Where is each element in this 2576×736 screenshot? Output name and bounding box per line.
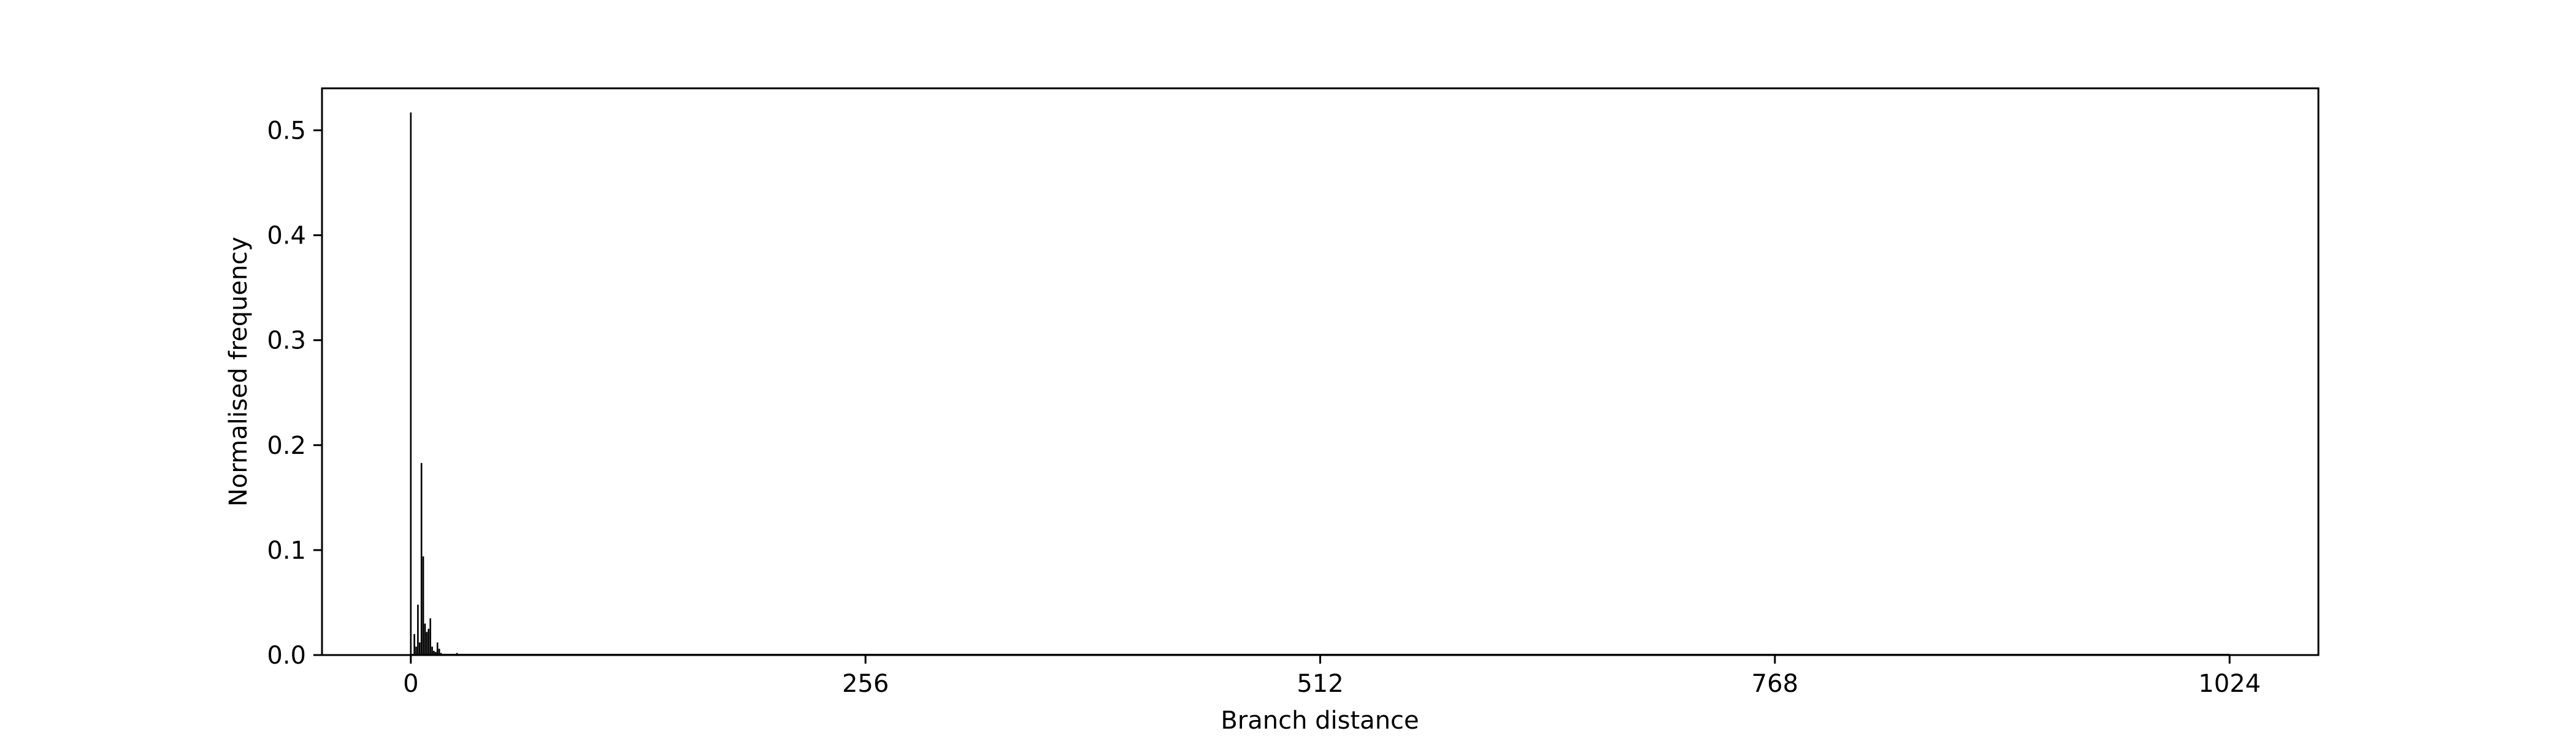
bar (415, 646, 417, 655)
bar (418, 642, 421, 655)
bar (417, 604, 419, 655)
bar (436, 642, 439, 655)
bar (435, 651, 437, 655)
x-tick-label: 512 (1297, 670, 1343, 698)
y-tick-label: 0.2 (267, 432, 306, 460)
bar (433, 651, 435, 655)
x-tick-label: 0 (403, 670, 418, 698)
y-axis: 0.0 0.1 0.2 0.3 0.4 0.5 (267, 117, 322, 670)
y-tick-label: 0.4 (267, 222, 306, 250)
bar (413, 634, 415, 655)
x-axis: 0 256 512 768 1024 (403, 655, 2261, 698)
x-tick-label: 256 (842, 670, 889, 698)
x-tick-label: 768 (1752, 670, 1798, 698)
bar (420, 462, 423, 655)
bar (431, 646, 433, 655)
y-tick-label: 0.5 (267, 117, 306, 145)
x-tick-label: 1024 (2198, 670, 2261, 698)
y-tick-label: 0.3 (267, 327, 306, 355)
bar (422, 556, 424, 655)
y-axis-label: Normalised frequency (224, 237, 253, 507)
bar (429, 618, 431, 655)
bar (424, 623, 426, 655)
bar (456, 653, 458, 655)
bar (427, 629, 430, 655)
bar (438, 648, 440, 655)
bar (410, 112, 412, 655)
bar (426, 632, 428, 655)
y-tick-label: 0.1 (267, 537, 306, 565)
bar (440, 653, 442, 655)
y-tick-label: 0.0 (267, 642, 306, 670)
x-axis-label: Branch distance (1221, 707, 1419, 735)
